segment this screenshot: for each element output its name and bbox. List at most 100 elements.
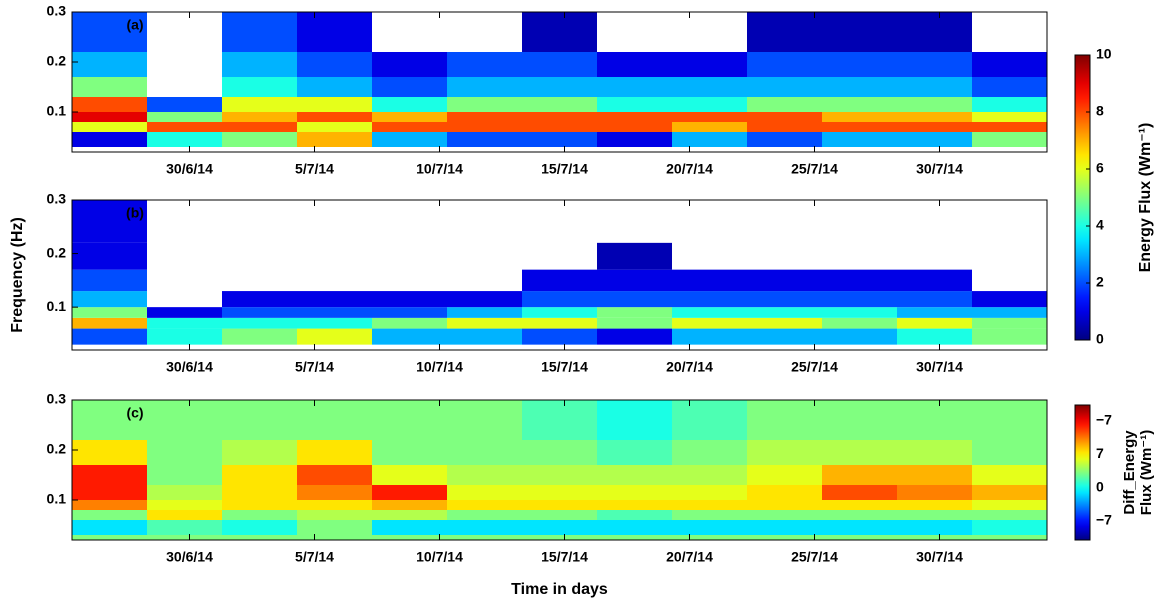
heat-cell — [897, 400, 972, 440]
heat-cell — [297, 465, 372, 485]
colorbar-label: Energy Flux (Wm⁻¹) — [1137, 123, 1154, 273]
heat-cell — [522, 328, 597, 345]
heat-cell — [147, 520, 222, 535]
heat-cell — [447, 52, 522, 77]
heat-cell — [447, 132, 522, 147]
x-tick-label: 30/7/14 — [916, 359, 963, 375]
x-tick-label: 5/7/14 — [295, 359, 334, 375]
heat-cell — [672, 520, 747, 535]
heat-cell — [522, 485, 597, 500]
heat-cell — [72, 132, 147, 147]
heat-cell — [297, 328, 372, 345]
x-tick-label: 20/7/14 — [666, 549, 713, 565]
heat-cell — [147, 132, 222, 147]
x-tick-label: 30/6/14 — [166, 549, 213, 565]
heat-cell — [372, 440, 447, 465]
heat-cell — [222, 122, 297, 132]
heat-cell — [72, 77, 147, 97]
heat-cell — [897, 328, 972, 345]
heat-cell — [822, 291, 897, 308]
colorbar-tick-label: 10 — [1096, 46, 1112, 62]
heat-cell — [297, 440, 372, 465]
heat-cell — [147, 112, 222, 122]
y-tick-label: 0.1 — [47, 298, 67, 314]
heat-cell — [822, 132, 897, 147]
x-tick-label: 30/7/14 — [916, 161, 963, 177]
heat-cell — [597, 317, 672, 329]
heat-cell — [972, 97, 1047, 112]
heat-cell — [672, 132, 747, 147]
heat-cell — [972, 328, 1047, 345]
heat-cell — [897, 520, 972, 535]
heat-cell — [747, 307, 822, 318]
heat-cell — [372, 77, 447, 97]
heat-cell — [222, 12, 297, 52]
x-tick-label: 25/7/14 — [791, 359, 838, 375]
heat-cell — [822, 440, 897, 465]
heat-cell — [372, 520, 447, 535]
heat-cell — [447, 112, 522, 122]
heat-cell — [672, 440, 747, 465]
heat-cell — [672, 465, 747, 485]
heat-cell — [72, 307, 147, 318]
heat-cell — [522, 122, 597, 132]
heat-cell — [222, 317, 297, 329]
heat-cell — [372, 500, 447, 510]
heat-cell — [147, 400, 222, 440]
heat-cell — [72, 122, 147, 132]
colorbar-tick-label: −7 — [1096, 512, 1112, 528]
heat-cell — [372, 328, 447, 345]
heat-cell — [897, 269, 972, 292]
heat-cell — [522, 132, 597, 147]
heat-cell — [822, 317, 897, 329]
heat-cell — [897, 485, 972, 500]
heat-cell — [672, 52, 747, 77]
heat-cell — [72, 291, 147, 308]
heat-cell — [597, 485, 672, 500]
heat-cell — [747, 485, 822, 500]
y-tick-label: 0.2 — [47, 441, 67, 457]
heat-cell — [297, 317, 372, 329]
heat-cell — [672, 400, 747, 440]
heat-cell — [747, 12, 822, 52]
heat-cell — [597, 440, 672, 465]
heat-cell — [972, 307, 1047, 318]
heatmap-panel — [72, 200, 1047, 345]
heat-cell — [297, 12, 372, 52]
heat-cell — [72, 97, 147, 112]
heat-cell — [372, 485, 447, 500]
heat-cell — [372, 317, 447, 329]
heat-cell — [747, 122, 822, 132]
heat-cell — [72, 400, 147, 440]
heat-cell — [522, 291, 597, 308]
panel-label: (b) — [126, 205, 144, 221]
heat-cell — [972, 77, 1047, 97]
colorbar-tick-label: 7 — [1096, 445, 1104, 461]
x-tick-label: 15/7/14 — [541, 359, 588, 375]
x-tick-label: 20/7/14 — [666, 161, 713, 177]
heat-cell — [672, 317, 747, 329]
heat-cell — [897, 510, 972, 520]
heat-cell — [972, 112, 1047, 122]
heat-cell — [522, 500, 597, 510]
heat-cell — [72, 200, 147, 243]
heat-cell — [72, 500, 147, 510]
x-tick-label: 30/6/14 — [166, 359, 213, 375]
heat-cell — [522, 520, 597, 535]
colorbar — [1074, 404, 1091, 541]
heat-cell — [597, 307, 672, 318]
panel-label: (a) — [126, 17, 143, 33]
heat-cell — [822, 485, 897, 500]
heat-cell — [597, 269, 672, 292]
heat-cell — [222, 97, 297, 112]
heat-cell — [297, 52, 372, 77]
heat-cell — [72, 520, 147, 535]
heat-cell — [597, 510, 672, 520]
heat-cell — [672, 97, 747, 112]
heat-cell — [297, 520, 372, 535]
heat-cell — [147, 307, 222, 318]
heat-cell — [147, 328, 222, 345]
heat-cell — [822, 12, 897, 52]
heat-cell — [597, 77, 672, 97]
